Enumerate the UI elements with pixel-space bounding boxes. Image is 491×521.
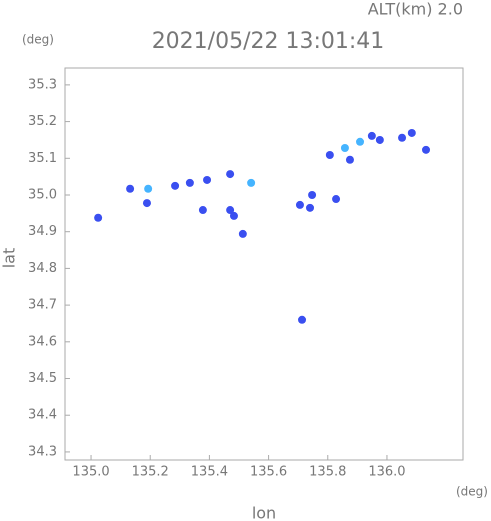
y-tick-label: 34.8	[28, 261, 57, 276]
echo-point	[238, 229, 247, 238]
y-tick-label: 34.9	[28, 224, 57, 239]
echo-point	[142, 199, 151, 208]
echo-point	[340, 144, 349, 153]
y-tick-label: 34.6	[28, 334, 57, 349]
echo-point	[198, 206, 207, 215]
echo-point	[407, 128, 416, 137]
x-tick-label: 135.8	[309, 465, 346, 480]
echo-point	[295, 200, 304, 209]
echo-point	[94, 213, 103, 222]
echo-point	[171, 181, 180, 190]
echo-point	[306, 203, 315, 212]
x-tick-label: 135.6	[250, 465, 287, 480]
echo-point	[203, 175, 212, 184]
chart-title: 2021/05/22 13:01:41	[152, 29, 385, 54]
echo-point	[308, 190, 317, 199]
x-tick-label: 135.0	[72, 465, 109, 480]
y-tick-label: 34.7	[28, 298, 57, 313]
echo-point	[332, 195, 341, 204]
echo-point	[367, 131, 376, 140]
y-tick-label: 35.2	[28, 114, 57, 129]
y-tick-label: 34.3	[28, 444, 57, 459]
echo-point	[345, 155, 354, 164]
echo-point	[298, 315, 307, 324]
plot-frame	[64, 67, 464, 461]
echo-point	[144, 184, 153, 193]
echo-point	[247, 178, 256, 187]
x-axis-label: lon	[252, 504, 276, 521]
x-tick-label: 135.4	[191, 465, 228, 480]
echo-point	[229, 211, 238, 220]
echo-point	[126, 184, 135, 193]
echo-point	[226, 206, 235, 215]
echo-point	[398, 133, 407, 142]
echo-point	[325, 150, 334, 159]
y-tick-label: 34.5	[28, 371, 57, 386]
y-tick-label: 34.4	[28, 408, 57, 423]
echo-point	[185, 178, 194, 187]
y-unit: (deg)	[22, 33, 54, 47]
y-axis-label: lat	[0, 248, 19, 269]
echo-point	[422, 145, 431, 154]
echo-point	[375, 135, 384, 144]
echo-point	[356, 137, 365, 146]
altitude-label: ALT(km) 2.0	[368, 0, 463, 19]
y-tick-label: 35.3	[28, 77, 57, 92]
y-tick-label: 35.0	[28, 187, 57, 202]
x-unit: (deg)	[456, 485, 488, 499]
x-tick-label: 135.2	[132, 465, 169, 480]
x-tick-label: 136.0	[368, 465, 405, 480]
y-tick-label: 35.1	[28, 151, 57, 166]
echo-point	[226, 170, 235, 179]
